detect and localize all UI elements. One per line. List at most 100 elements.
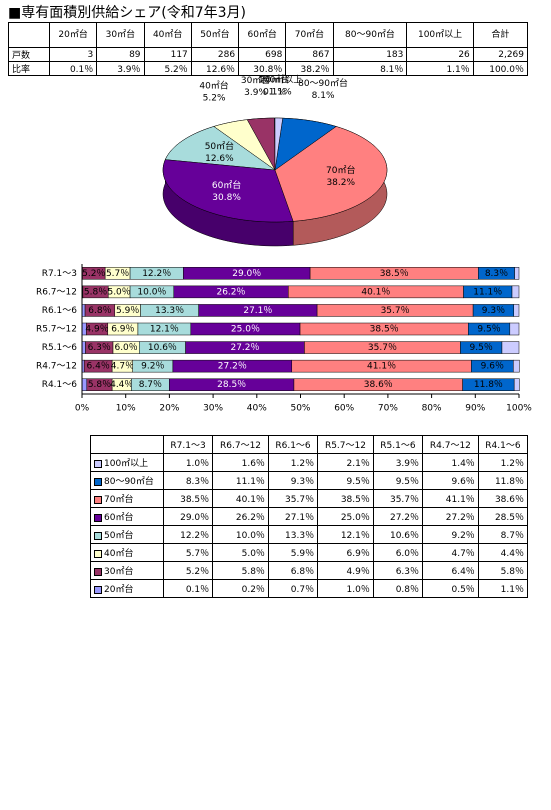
bar-label: 6.4％: [87, 361, 110, 372]
pie-slice: [213, 119, 276, 171]
bar-label: 6.9％: [111, 324, 134, 335]
bar-label: 8.3％: [485, 268, 508, 279]
bar-label: 6.0％: [114, 342, 137, 353]
header-cell: R4.1～6: [477, 435, 529, 454]
x-tick-label: 10%: [116, 404, 136, 414]
row-label: 80～90㎡台: [90, 471, 164, 490]
table-cell: 1.2％: [477, 453, 529, 472]
table-cell: 30.8％: [238, 61, 287, 76]
row-label: 40㎡台: [90, 543, 164, 562]
header-cell: R7.1～3: [162, 435, 214, 454]
bar-label: 27.2％: [218, 361, 247, 372]
table-cell: 9.3％: [267, 471, 319, 490]
header-cell: R5.7～12: [317, 435, 374, 454]
table-cell: 0.8％: [372, 579, 424, 598]
y-tick-label: R4.7～12: [36, 362, 77, 372]
header-cell: R5.1～6: [372, 435, 424, 454]
table-cell: 26.2％: [212, 507, 269, 526]
bar-label: 9.2％: [141, 361, 164, 372]
table-cell: 27.2％: [372, 507, 424, 526]
table-cell: 1.6％: [212, 453, 269, 472]
bar-label: 38.5％: [380, 268, 409, 279]
table-cell: 5.0％: [212, 543, 269, 562]
table-cell: 41.1％: [422, 489, 479, 508]
legend-swatch: [94, 531, 102, 540]
legend-swatch: [94, 585, 102, 594]
row-label: 20㎡台: [90, 579, 164, 598]
table-cell: 6.9％: [317, 543, 374, 562]
table-cell: 2.1％: [317, 453, 374, 472]
x-tick-label: 0%: [75, 404, 90, 414]
table-cell: 11.8％: [477, 471, 529, 490]
pie-label-name: 20㎡台: [260, 73, 289, 85]
bar-label: 9.6％: [481, 361, 504, 372]
bar-segment: [513, 378, 520, 391]
legend-name: 80～90㎡台: [104, 477, 154, 487]
bar-label: 40.1％: [361, 286, 390, 297]
table-cell: 0.5％: [422, 579, 479, 598]
bar-segment: [509, 322, 520, 336]
pie-label-name: 80～90㎡台: [298, 77, 348, 89]
row-label: 50㎡台: [90, 525, 164, 544]
pie-label-name: 50㎡台: [205, 140, 234, 152]
y-tick-label: R5.1～6: [42, 343, 78, 353]
bar-label: 6.8％: [88, 305, 111, 316]
pie-label-value: 3.9%: [244, 88, 267, 98]
bar-segment: [514, 267, 520, 280]
x-tick-label: 50%: [290, 404, 310, 414]
bar-segment: [81, 341, 86, 354]
bar-label: 12.1％: [150, 324, 179, 335]
x-tick-label: 80%: [422, 404, 442, 414]
bar-segment: [513, 359, 520, 373]
table-cell: 1.0％: [317, 579, 374, 598]
bar-label: 11.8％: [474, 379, 503, 390]
bar-label: 6.3％: [88, 342, 111, 353]
bar-label: 4.4％: [110, 379, 133, 390]
bar-label: 29.0％: [232, 268, 261, 279]
row-label: 70㎡台: [90, 489, 164, 508]
pie-slice: [162, 159, 294, 223]
pie-label-value: 8.1%: [312, 91, 335, 101]
data-table: R7.1～3 R6.7～12 R6.1～6 R5.7～12 R5.1～6 R4.7～12 R…: [90, 435, 529, 598]
table-row: 比率 0.1％ 3.9％ 5.2％ 12.6％ 30.8％ 38.2％ 8.1％ 1.1％ 100…: [8, 61, 529, 76]
table-cell: 13.3％: [267, 525, 319, 544]
table-cell: 38.6％: [477, 489, 529, 508]
header-row: 20㎡台 30㎡台 40㎡台 50㎡台 60㎡台 70㎡台 80～90㎡台 100㎡以上 合計: [8, 22, 529, 48]
table-cell: 10.0％: [212, 525, 269, 544]
legend-name: 60㎡台: [104, 513, 134, 523]
table-row: 100㎡以上 1.0％ 1.6％ 1.2％ 2.1％ 3.9％ 1.4％ 1.2％: [90, 453, 529, 472]
x-tick-label: 30%: [203, 404, 223, 414]
bar-label: 5.7％: [106, 268, 129, 279]
table-cell: 4.4％: [477, 543, 529, 562]
bar-segment: [513, 304, 520, 317]
header-cell: 50㎡台: [190, 22, 240, 48]
table-row: 30㎡台 5.2％ 5.8％ 6.8％ 4.9％ 6.3％ 6.4％ 5.8％: [90, 561, 529, 580]
table-cell: 35.7％: [267, 489, 319, 508]
page-title: ■専有面積別供給シェア(令和7年3月): [8, 5, 246, 21]
bar-label: 9.5％: [470, 342, 493, 353]
table-row: 戸数 3 89 117 286 698 867 183 26 2,269: [8, 47, 529, 62]
bar-label: 8.7％: [139, 379, 162, 390]
pie-label-name: 40㎡台: [199, 79, 228, 91]
table-cell: 38.2％: [285, 61, 334, 76]
row-label: 30㎡台: [90, 561, 164, 580]
header-row: R7.1～3 R6.7～12 R6.1～6 R5.7～12 R5.1～6 R4.7～12 R…: [90, 435, 529, 454]
table-cell: 12.1％: [317, 525, 374, 544]
y-tick-label: R4.1～6: [42, 380, 78, 390]
table-cell: 5.9％: [267, 543, 319, 562]
legend-swatch: [94, 567, 102, 576]
bar-label: 4.7％: [111, 361, 134, 372]
table-cell: 0.1％: [48, 61, 98, 76]
table-cell: 6.8％: [267, 561, 319, 580]
table-row: 20㎡台 0.1％ 0.2％ 0.7％ 1.0％ 0.8％ 0.5％ 1.1％: [90, 579, 529, 598]
pie-label-value: 5.2%: [203, 93, 226, 103]
pie-label-value: 0.1%: [263, 87, 286, 97]
header-cell: 合計: [472, 22, 529, 48]
legend-swatch: [94, 477, 102, 486]
legend-swatch: [94, 549, 102, 558]
table-row: 60㎡台 29.0％ 26.2％ 27.1％ 25.0％ 27.2％ 27.2％ 28.5％: [90, 507, 529, 526]
bar-label: 41.1％: [367, 361, 396, 372]
bar-label: 10.0％: [137, 286, 166, 297]
x-tick-label: 90%: [465, 404, 485, 414]
